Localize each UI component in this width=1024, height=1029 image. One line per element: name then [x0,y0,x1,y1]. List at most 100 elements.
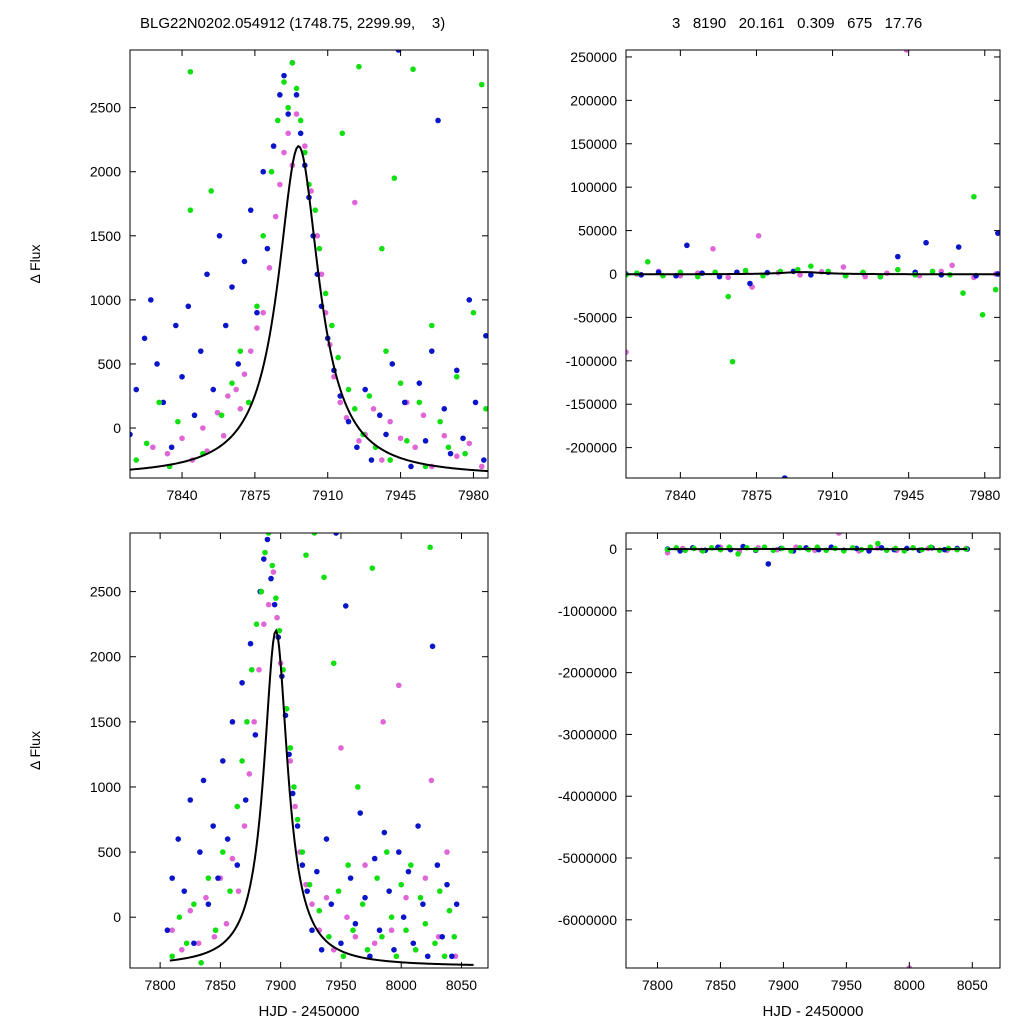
data-point-magenta [242,823,248,829]
data-point-blue [198,348,204,354]
data-point-magenta [236,888,242,894]
data-point-blue [449,953,455,959]
data-point-magenta [221,433,227,439]
data-point-green [369,565,375,571]
data-point-green [269,169,275,175]
data-point-green [175,419,181,425]
data-point-green [392,175,398,181]
data-point-green [413,947,419,953]
data-point-magenta [233,387,239,393]
y-tick-label: 500 [98,844,122,860]
data-point-magenta [274,615,280,621]
data-point-green [340,130,346,136]
data-points [165,530,474,965]
data-point-blue [396,849,402,855]
data-point-magenta [285,130,291,136]
data-point-blue [377,412,383,418]
data-point-green [875,541,881,547]
data-point-green [288,745,294,751]
data-points [127,47,489,471]
panel-2: -200000-150000-100000-500000500001000001… [566,47,1001,503]
data-point-magenta [403,895,409,901]
data-point-blue [248,641,254,647]
data-point-magenta [444,849,450,855]
data-point-green [285,105,291,111]
data-point-green [198,960,204,966]
y-axis-label: Δ Flux [27,731,43,770]
data-point-blue [319,947,325,953]
x-tick-label: 7800 [642,977,673,993]
data-point-blue [271,143,277,149]
data-point-green [321,574,327,580]
x-axis-label: HJD - 2450000 [763,1003,864,1020]
data-point-magenta [179,947,185,953]
data-point-green [471,310,477,316]
x-tick-label: 7900 [265,977,296,993]
data-point-green [259,589,265,595]
y-tick-label: -3000000 [558,726,617,742]
data-point-blue [206,901,212,907]
y-tick-label: 1500 [90,714,121,730]
data-point-magenta [429,778,435,784]
data-point-blue [343,603,349,609]
data-point-blue [362,387,368,393]
data-point-green [303,552,309,558]
data-point-green [367,393,373,399]
data-point-magenta [379,457,385,463]
data-point-blue [417,380,423,386]
x-tick-label: 7850 [205,977,236,993]
data-point-blue [294,92,300,98]
data-point-green [220,849,226,855]
data-point-magenta [309,901,315,907]
data-point-green [345,862,351,868]
data-point-blue [895,254,901,260]
data-point-magenta [356,438,362,444]
data-point-blue [295,823,301,829]
data-point-blue [220,758,226,764]
data-point-green [379,246,385,252]
data-point-blue [191,940,197,946]
y-tick-label: -100000 [566,353,618,369]
data-point-blue [439,934,445,940]
data-point-magenta [412,444,418,450]
data-point-green [234,804,240,810]
data-point-blue [382,830,388,836]
model-fit-curve [130,146,488,471]
data-point-blue [354,444,360,450]
data-point-green [730,359,736,365]
data-point-magenta [338,745,344,751]
data-point-green [725,294,731,300]
data-point-green [206,875,212,881]
data-point-magenta [224,921,230,927]
data-point-green [144,441,150,447]
data-point-magenta [371,406,377,412]
data-point-green [356,64,362,70]
data-point-blue [923,240,929,246]
y-tick-label: 2000 [90,164,121,180]
data-point-green [169,953,175,959]
plot-frame [130,533,488,968]
data-point-green [156,400,162,406]
data-point-blue [402,400,408,406]
data-point-green [260,233,266,239]
data-point-blue [314,869,320,875]
data-point-green [404,438,410,444]
x-tick-label: 7900 [768,977,799,993]
data-point-green [960,290,966,296]
data-point-green [383,348,389,354]
data-point-green [743,268,749,274]
data-point-green [374,875,380,881]
data-point-blue [346,419,352,425]
x-tick-label: 7950 [831,977,862,993]
data-point-blue [261,556,267,562]
panel-4: -6000000-5000000-4000000-3000000-2000000… [558,530,1000,1020]
data-point-blue [348,875,354,881]
data-point-blue [454,368,460,374]
data-point-magenta [266,602,272,608]
data-point-magenta [179,435,185,441]
data-point-magenta [380,719,386,725]
data-point-blue [272,602,278,608]
y-tick-label: -200000 [566,440,618,456]
data-point-green [323,291,329,297]
